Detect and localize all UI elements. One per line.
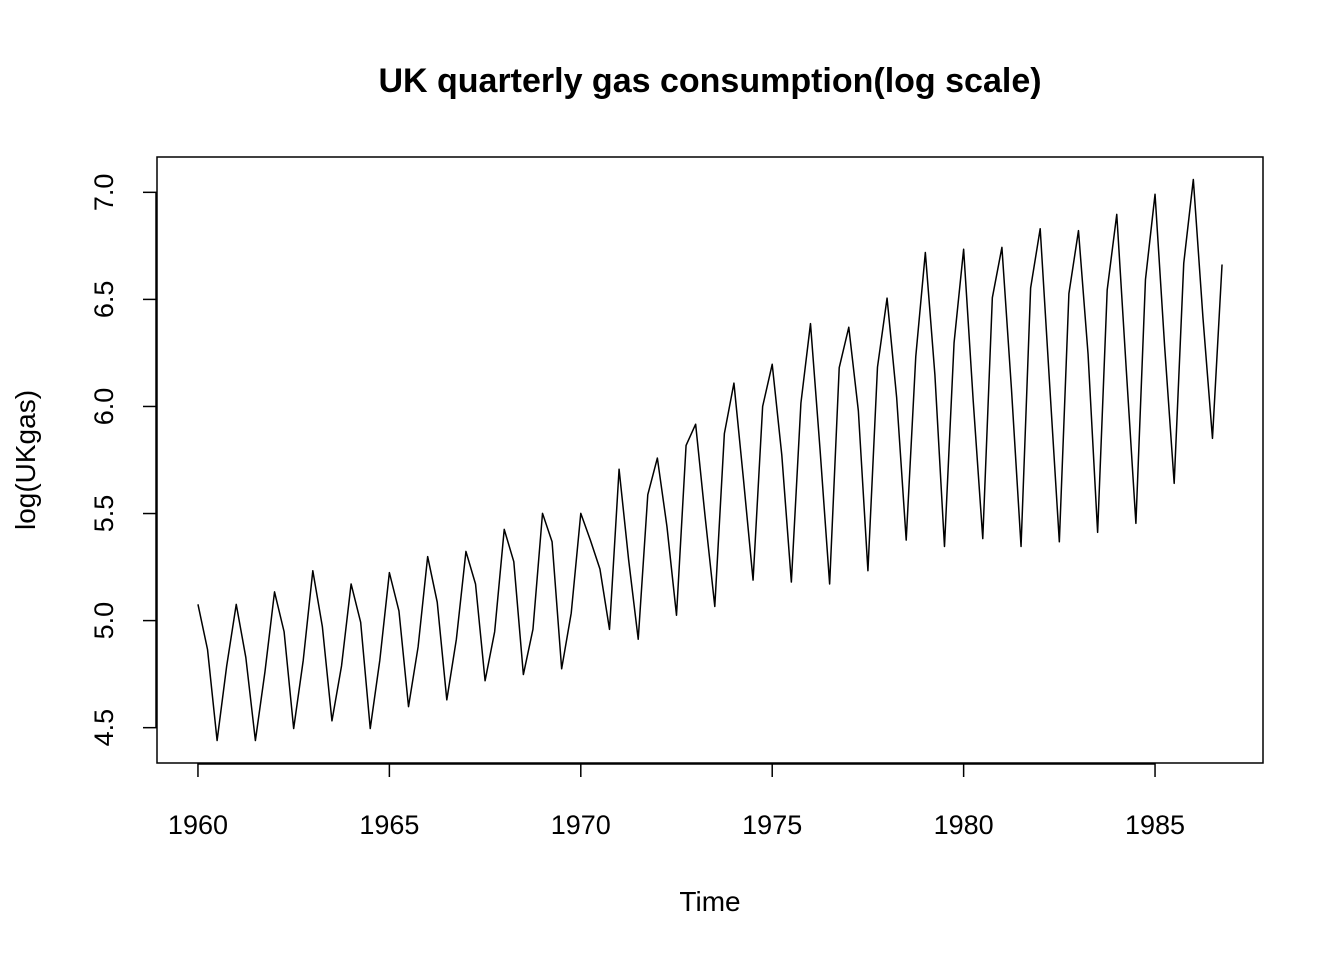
y-tick-label: 6.0 bbox=[89, 388, 119, 426]
plot-frame bbox=[156, 156, 1264, 764]
chart-title: UK quarterly gas consumption(log scale) bbox=[378, 62, 1041, 100]
x-tick-label: 1965 bbox=[359, 810, 419, 840]
data-line bbox=[197, 178, 1223, 742]
x-tick-label: 1960 bbox=[168, 810, 228, 840]
y-tick-label: 4.5 bbox=[89, 709, 119, 747]
y-tick-label: 6.5 bbox=[89, 281, 119, 319]
x-tick-label: 1985 bbox=[1125, 810, 1185, 840]
y-tick-label: 5.0 bbox=[89, 602, 119, 640]
x-axis-label: Time bbox=[679, 886, 740, 917]
y-tick-label: 7.0 bbox=[89, 174, 119, 212]
x-tick-label: 1980 bbox=[934, 810, 994, 840]
x-tick-label: 1975 bbox=[742, 810, 802, 840]
y-tick-label: 5.5 bbox=[89, 495, 119, 533]
x-tick-label: 1970 bbox=[551, 810, 611, 840]
y-axis-label: log(UKgas) bbox=[10, 390, 41, 530]
